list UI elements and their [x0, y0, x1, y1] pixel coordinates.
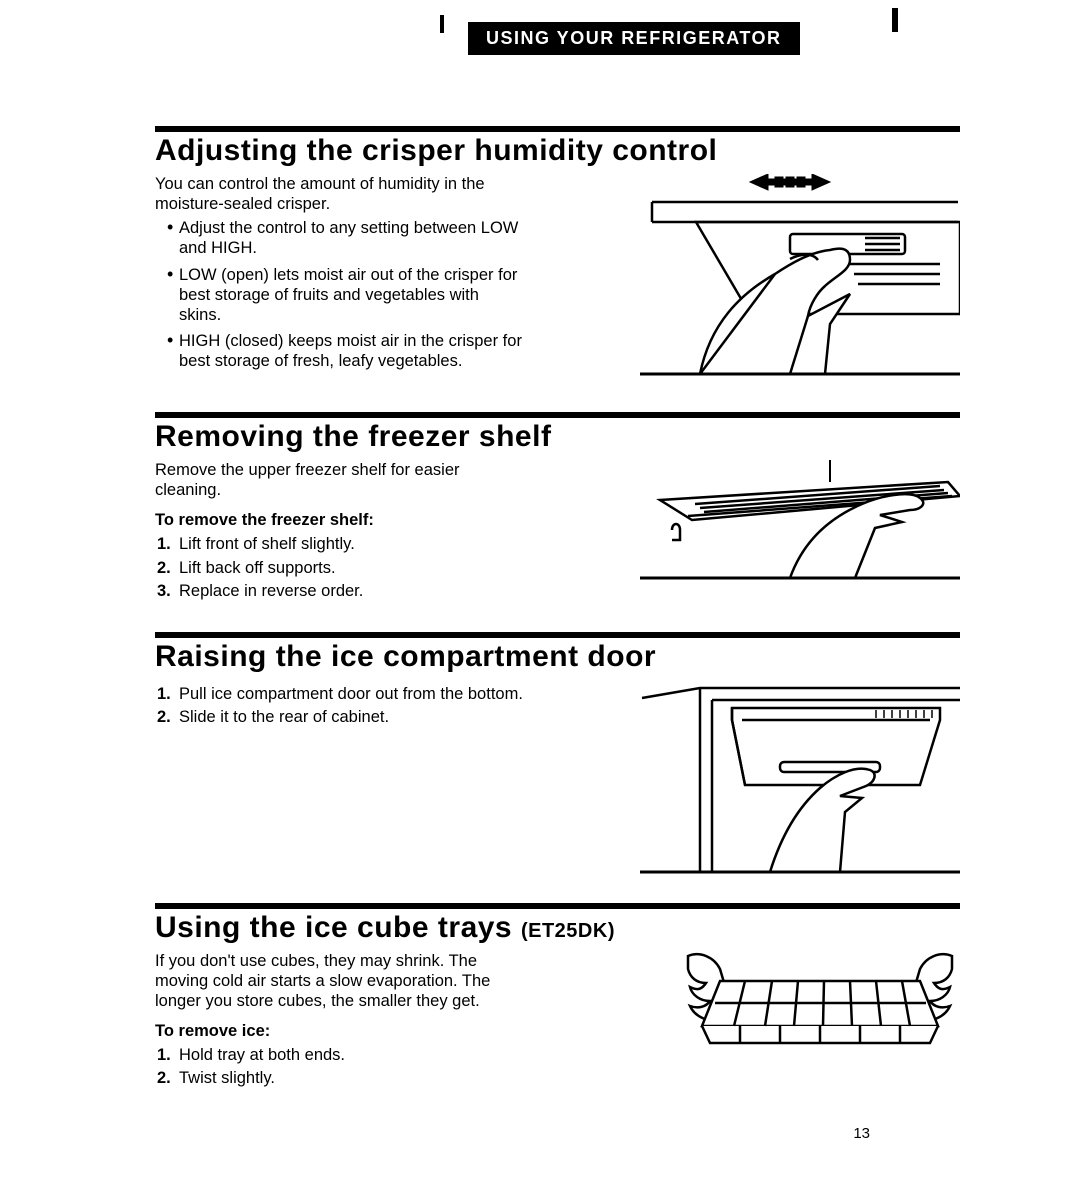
figure-column [543, 460, 960, 604]
section-text: Remove the upper freezer shelf for easie… [155, 460, 525, 604]
intro-text: You can control the amount of humidity i… [155, 174, 525, 214]
section-text: 1.Pull ice compartment door out from the… [155, 680, 525, 875]
list-item: 3.Replace in reverse order. [157, 581, 525, 601]
list-item: 1.Hold tray at both ends. [157, 1045, 525, 1065]
crop-mark [440, 15, 444, 33]
shelf-diagram [640, 460, 960, 580]
section-text: If you don't use cubes, they may shrink.… [155, 951, 525, 1092]
list-item: 2.Twist slightly. [157, 1068, 525, 1088]
model-number: (ET25DK) [521, 920, 615, 942]
crop-mark [892, 8, 898, 32]
section-rule [155, 632, 960, 638]
figure-column [543, 680, 960, 875]
numbered-list: 1.Hold tray at both ends. 2.Twist slight… [155, 1045, 525, 1088]
figure-column [543, 951, 960, 1092]
intro-text: If you don't use cubes, they may shrink.… [155, 951, 525, 1011]
list-item: Adjust the control to any setting betwee… [167, 218, 525, 258]
page-number: 13 [853, 1125, 870, 1142]
header-tab: USING YOUR REFRIGERATOR [468, 22, 800, 55]
section-heading: Raising the ice compartment door [155, 640, 960, 674]
section-heading: Adjusting the crisper humidity control [155, 134, 960, 168]
ice-door-diagram [640, 680, 960, 875]
list-item: 1.Lift front of shelf slightly. [157, 534, 525, 554]
numbered-list: 1.Pull ice compartment door out from the… [155, 684, 525, 727]
section-heading: Removing the freezer shelf [155, 420, 960, 454]
list-item: HIGH (closed) keeps moist air in the cri… [167, 331, 525, 371]
list-item: 2.Slide it to the rear of cabinet. [157, 707, 525, 727]
heading-main: Using the ice cube trays [155, 911, 512, 944]
list-item: 2.Lift back off supports. [157, 558, 525, 578]
section-rule [155, 126, 960, 132]
section-rule [155, 412, 960, 418]
subheading: To remove ice: [155, 1021, 525, 1041]
crisper-diagram [640, 174, 960, 384]
section-text: You can control the amount of humidity i… [155, 174, 525, 384]
section-ice-cube-trays: Using the ice cube trays (ET25DK) If you… [155, 903, 960, 1092]
section-rule [155, 903, 960, 909]
ice-tray-diagram [680, 951, 960, 1081]
intro-text: Remove the upper freezer shelf for easie… [155, 460, 525, 500]
subheading: To remove the freezer shelf: [155, 510, 525, 530]
section-freezer-shelf: Removing the freezer shelf Remove the up… [155, 412, 960, 604]
section-ice-compartment: Raising the ice compartment door 1.Pull … [155, 632, 960, 875]
section-crisper-humidity: Adjusting the crisper humidity control Y… [155, 126, 960, 384]
list-item: 1.Pull ice compartment door out from the… [157, 684, 525, 704]
numbered-list: 1.Lift front of shelf slightly. 2.Lift b… [155, 534, 525, 600]
figure-column [543, 174, 960, 384]
list-item: LOW (open) lets moist air out of the cri… [167, 265, 525, 325]
bullet-list: Adjust the control to any setting betwee… [155, 218, 525, 371]
section-heading: Using the ice cube trays (ET25DK) [155, 911, 960, 945]
manual-page: Adjusting the crisper humidity control Y… [0, 0, 1080, 1112]
